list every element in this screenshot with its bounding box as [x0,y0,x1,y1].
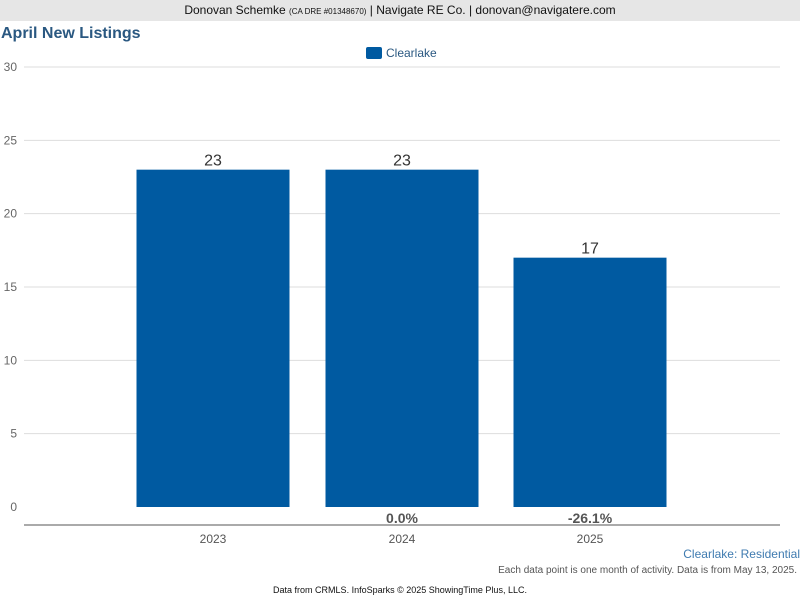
x-tick-label: 2024 [389,532,416,546]
bar-2025 [513,257,667,507]
data-credit: Data from CRMLS. InfoSparks © 2025 Showi… [273,585,527,595]
y-tick-label: 20 [4,207,18,221]
agent-header: Donovan Schemke (CA DRE #01348670) | Nav… [0,0,800,21]
chart-title: April New Listings [1,25,141,42]
x-tick-label: 2025 [577,532,604,546]
bar-2024 [325,169,479,507]
y-tick-label: 0 [10,500,17,514]
bar-value-label: 23 [393,153,411,170]
segment-label: Clearlake: Residential [683,547,800,561]
agent-company-email: | Navigate RE Co. | donovan@navigatere.c… [369,3,616,17]
change-label: 0.0% [386,510,418,526]
x-tick-label: 2023 [200,532,227,546]
y-tick-label: 5 [10,427,17,441]
bar-2023 [136,169,290,507]
chart-legend[interactable]: Clearlake [366,46,437,60]
legend-swatch [366,47,382,59]
agent-license: (CA DRE #01348670) [289,7,367,16]
bar-value-label: 23 [204,153,222,170]
y-tick-label: 30 [4,60,18,74]
y-tick-label: 15 [4,280,18,294]
change-label: -26.1% [568,510,613,526]
agent-name: Donovan Schemke [184,3,286,17]
y-tick-label: 10 [4,353,18,367]
data-note: Each data point is one month of activity… [498,565,797,576]
bar-value-label: 17 [581,241,599,258]
legend-label: Clearlake [386,46,437,60]
y-tick-label: 25 [4,133,18,147]
